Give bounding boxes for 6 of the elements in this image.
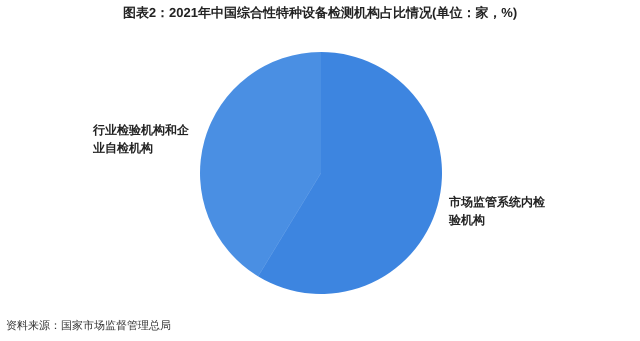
slice-label: 市场监管系统内检验机构 [449,194,546,229]
pie-slice [200,52,321,276]
text: 资料来源：国家市场监督管理总局 [6,318,171,333]
chart-title: 图表2：2021年中国综合性特种设备检测机构占比情况(单位：家，%) [122,4,518,22]
slice-label: 行业检验机构和企业自检机构 [92,122,190,158]
pie-slice [258,52,442,294]
